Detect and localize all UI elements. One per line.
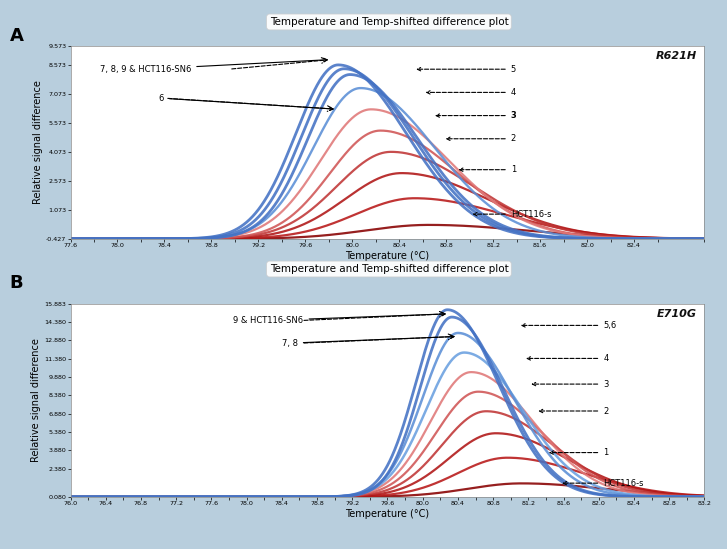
Y-axis label: Relative signal difference: Relative signal difference xyxy=(31,338,41,462)
Text: E710G: E710G xyxy=(657,310,697,320)
Text: R621H: R621H xyxy=(656,52,697,61)
Text: B: B xyxy=(9,274,23,293)
Text: Temperature and Temp-shifted difference plot: Temperature and Temp-shifted difference … xyxy=(270,264,508,274)
Text: 7, 8: 7, 8 xyxy=(282,335,454,348)
Text: 4: 4 xyxy=(527,354,608,363)
Text: 1: 1 xyxy=(459,165,516,174)
Text: 9 & HCT116-SN6: 9 & HCT116-SN6 xyxy=(233,312,445,325)
Text: 1: 1 xyxy=(550,448,608,457)
Text: 2: 2 xyxy=(446,135,516,143)
Text: 5: 5 xyxy=(417,65,516,74)
X-axis label: Temperature (°C): Temperature (°C) xyxy=(345,251,430,261)
Y-axis label: Relative signal difference: Relative signal difference xyxy=(33,80,44,204)
Text: A: A xyxy=(9,27,23,46)
Text: 6: 6 xyxy=(158,94,333,110)
Text: 2: 2 xyxy=(539,406,608,416)
Text: 7, 8, 9 & HCT116-SN6: 7, 8, 9 & HCT116-SN6 xyxy=(100,58,327,74)
X-axis label: Temperature (°C): Temperature (°C) xyxy=(345,509,430,519)
Text: HCT116-s: HCT116-s xyxy=(563,479,643,488)
Text: 3: 3 xyxy=(532,379,608,389)
Text: Temperature and Temp-shifted difference plot: Temperature and Temp-shifted difference … xyxy=(270,17,508,27)
Text: 3: 3 xyxy=(436,111,516,120)
Text: 4: 4 xyxy=(427,88,516,97)
Text: 5,6: 5,6 xyxy=(522,321,616,330)
Text: HCT116-s: HCT116-s xyxy=(474,210,551,219)
